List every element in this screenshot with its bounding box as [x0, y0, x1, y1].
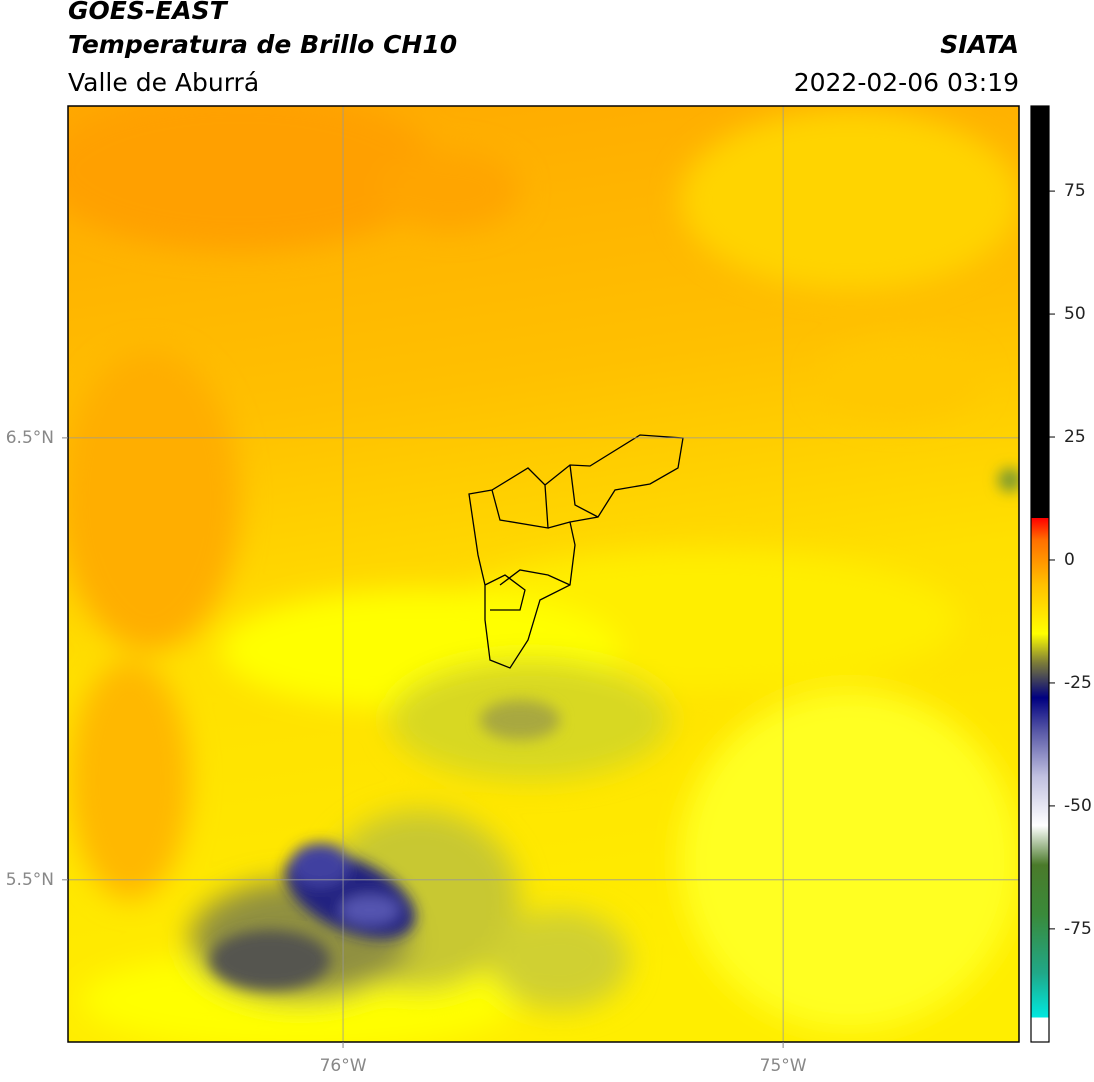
subtitle: Temperatura de Brillo CH10: [68, 30, 457, 59]
lat-label: 5.5°N: [6, 870, 54, 890]
colorbar: [1030, 105, 1050, 1043]
region: Valle de Aburrá: [68, 68, 259, 97]
map-frame: [67, 105, 1020, 1043]
lat-label: 6.5°N: [6, 428, 54, 448]
lon-label: 75°W: [760, 1056, 807, 1076]
title: GOES-EAST: [68, 0, 229, 25]
datetime: 2022-02-06 03:19: [794, 68, 1019, 97]
colorbar-label: 0: [1064, 550, 1075, 570]
colorbar-label: 75: [1064, 181, 1086, 201]
colorbar-label: 25: [1064, 427, 1086, 447]
source: SIATA: [940, 30, 1019, 59]
colorbar-label: -25: [1064, 673, 1092, 693]
colorbar-label: 50: [1064, 304, 1086, 324]
municipality-borders: [468, 434, 684, 669]
colorbar-label: -75: [1064, 919, 1092, 939]
lon-label: 76°W: [320, 1056, 367, 1076]
satellite-image: [68, 106, 1019, 1042]
colorbar-label: -50: [1064, 796, 1092, 816]
